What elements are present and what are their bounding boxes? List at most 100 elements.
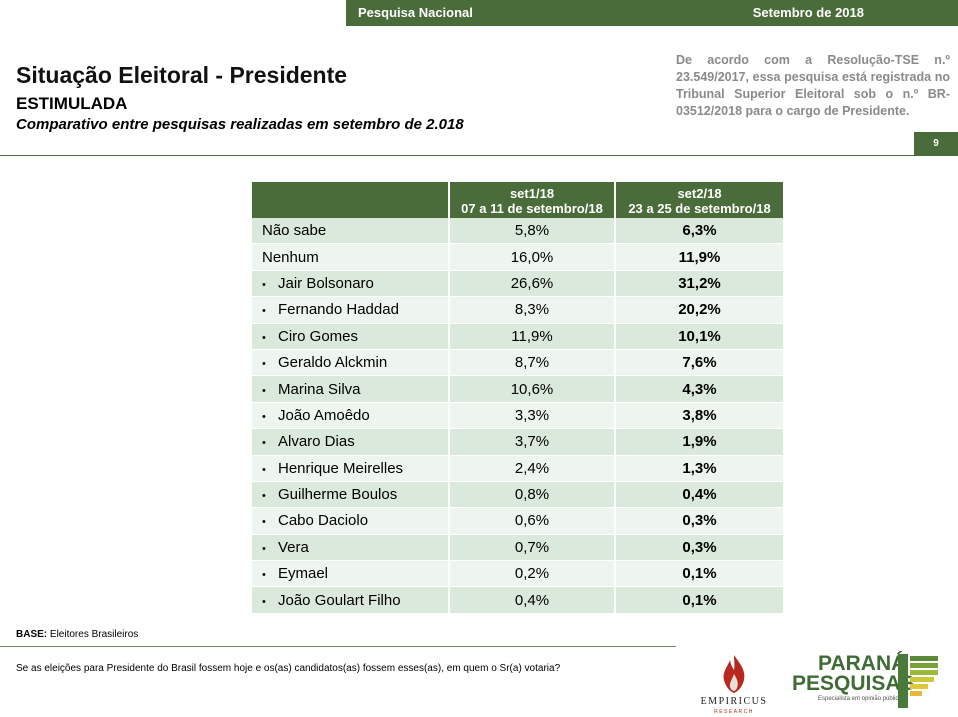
candidate-name: Marina Silva xyxy=(278,380,361,398)
page-title: Situação Eleitoral - Presidente xyxy=(16,62,348,88)
bullet-icon: • xyxy=(262,542,266,555)
table-row: • Fernando Haddad 8,3% 20,2% xyxy=(252,297,783,324)
parana-wordmark-line1: PARANÁ xyxy=(818,652,907,675)
column-title: set2/18 xyxy=(677,186,722,201)
legal-registration-note: De acordo com a Resolução-TSE n.º 23.549… xyxy=(676,53,950,118)
candidate-name: João Amoêdo xyxy=(278,406,370,424)
value-set1: 3,7% xyxy=(450,429,616,456)
survey-question: Se as eleições para Presidente do Brasil… xyxy=(16,663,561,674)
parana-wordmark-line2: PESQUISAS xyxy=(792,672,915,695)
table-row: • Guilherme Boulos 0,8% 0,4% xyxy=(252,481,783,509)
value-set2: 0,3% xyxy=(616,508,783,535)
parana-pesquisas-logo: PARANÁ PESQUISAS Especialista em opinião… xyxy=(792,652,950,714)
bullet-icon: • xyxy=(262,331,266,344)
candidate-name: Jair Bolsonaro xyxy=(278,274,374,292)
column-dates: 07 a 11 de setembro/18 xyxy=(461,201,603,216)
header-blank-cell xyxy=(252,182,450,218)
value-set1: 0,7% xyxy=(450,534,616,562)
table-row: Não sabe 5,8% 6,3% xyxy=(252,218,783,245)
value-set1: 5,8% xyxy=(450,218,616,245)
candidate-name-cell: • Marina Silva xyxy=(252,376,450,403)
candidate-name-cell: • Guilherme Boulos xyxy=(252,481,450,509)
parana-flag-icon xyxy=(898,654,938,708)
table-row: • Henrique Meirelles 2,4% 1,3% xyxy=(252,455,783,482)
column-header-set1: set1/18 07 a 11 de setembro/18 xyxy=(450,182,616,218)
candidate-name: Cabo Daciolo xyxy=(278,512,369,530)
column-title: set1/18 xyxy=(509,186,555,201)
candidate-name: Vera xyxy=(278,538,309,556)
table-row: • João Goulart Filho 0,4% 0,1% xyxy=(252,587,783,614)
candidate-name-cell: • Jair Bolsonaro xyxy=(252,270,450,298)
bullet-icon: • xyxy=(262,595,266,608)
header-date-label: Setembro de 2018 xyxy=(752,5,864,20)
candidate-name-cell: • Geraldo Alckmin xyxy=(252,349,450,377)
value-set2: 11,9% xyxy=(616,244,783,271)
value-set2: 20,2% xyxy=(616,297,783,324)
candidate-name: Ciro Gomes xyxy=(278,327,359,345)
base-label: BASE: xyxy=(16,629,48,640)
bullet-icon: • xyxy=(262,278,266,291)
candidate-name-cell: • Henrique Meirelles xyxy=(252,455,450,482)
base-value: Eleitores Brasileiros xyxy=(49,629,139,640)
base-note: BASE: Eleitores Brasileiros xyxy=(16,629,138,640)
candidate-name: Henrique Meirelles xyxy=(278,459,404,477)
candidate-name-cell: Nenhum xyxy=(252,244,450,271)
header-survey-label: Pesquisa Nacional xyxy=(358,5,473,20)
bullet-icon: • xyxy=(262,305,266,318)
bullet-icon: • xyxy=(262,410,266,423)
value-set1: 16,0% xyxy=(450,244,616,271)
candidate-name-cell: • Ciro Gomes xyxy=(252,323,450,350)
bullet-icon: • xyxy=(262,516,266,529)
value-set1: 0,4% xyxy=(450,587,616,614)
value-set2: 1,3% xyxy=(616,455,783,482)
candidate-name-cell: • Alvaro Dias xyxy=(252,429,450,456)
table-header-row: set1/18 07 a 11 de setembro/18 set2/18 2… xyxy=(252,182,783,218)
candidate-name-cell: • Eymael xyxy=(252,561,450,588)
table-row: Nenhum 16,0% 11,9% xyxy=(252,244,783,271)
table-row: • Marina Silva 10,6% 4,3% xyxy=(252,376,783,403)
candidate-name-cell: • João Goulart Filho xyxy=(252,587,450,614)
value-set1: 0,6% xyxy=(450,508,616,535)
candidate-name-cell: • Vera xyxy=(252,534,450,562)
value-set2: 1,9% xyxy=(616,429,783,456)
table-row: • Eymael 0,2% 0,1% xyxy=(252,561,783,588)
candidate-name: Não sabe xyxy=(262,222,327,240)
value-set2: 0,3% xyxy=(616,534,783,562)
value-set1: 11,9% xyxy=(450,323,616,350)
footer-divider xyxy=(0,646,676,647)
empiricus-flame-icon xyxy=(723,655,745,693)
value-set2: 6,3% xyxy=(616,218,783,245)
value-set1: 2,4% xyxy=(450,455,616,482)
candidate-name: Guilherme Boulos xyxy=(278,486,398,504)
candidate-name-cell: • Fernando Haddad xyxy=(252,297,450,324)
table-row: • Geraldo Alckmin 8,7% 7,6% xyxy=(252,349,783,377)
candidate-name: Fernando Haddad xyxy=(278,301,399,319)
empiricus-subtitle: RESEARCH xyxy=(714,709,754,715)
bullet-icon: • xyxy=(262,463,266,476)
candidate-name: Eymael xyxy=(278,565,329,583)
value-set1: 8,7% xyxy=(450,349,616,377)
bullet-icon: • xyxy=(262,437,266,450)
candidate-name: Alvaro Dias xyxy=(278,433,355,451)
candidate-name-cell: Não sabe xyxy=(252,218,450,245)
value-set1: 26,6% xyxy=(450,270,616,298)
value-set1: 8,3% xyxy=(450,297,616,324)
value-set2: 10,1% xyxy=(616,323,783,350)
table-row: • João Amoêdo 3,3% 3,8% xyxy=(252,402,783,430)
empiricus-wordmark: EMPIRICUS xyxy=(700,696,768,707)
value-set1: 0,8% xyxy=(450,481,616,509)
parana-tagline: Especialista em opinião pública. xyxy=(818,696,904,702)
value-set1: 0,2% xyxy=(450,561,616,588)
bullet-icon: • xyxy=(262,358,266,371)
candidate-name: Geraldo Alckmin xyxy=(278,354,388,372)
candidate-name-cell: • Cabo Daciolo xyxy=(252,508,450,535)
candidate-name-cell: • João Amoêdo xyxy=(252,402,450,430)
candidate-name: Nenhum xyxy=(262,248,319,266)
table-row: • Jair Bolsonaro 26,6% 31,2% xyxy=(252,270,783,298)
comparison-caption: Comparativo entre pesquisas realizadas e… xyxy=(16,116,464,133)
bullet-icon: • xyxy=(262,569,266,582)
value-set1: 10,6% xyxy=(450,376,616,403)
value-set2: 4,3% xyxy=(616,376,783,403)
value-set2: 7,6% xyxy=(616,349,783,377)
value-set2: 0,1% xyxy=(616,561,783,588)
